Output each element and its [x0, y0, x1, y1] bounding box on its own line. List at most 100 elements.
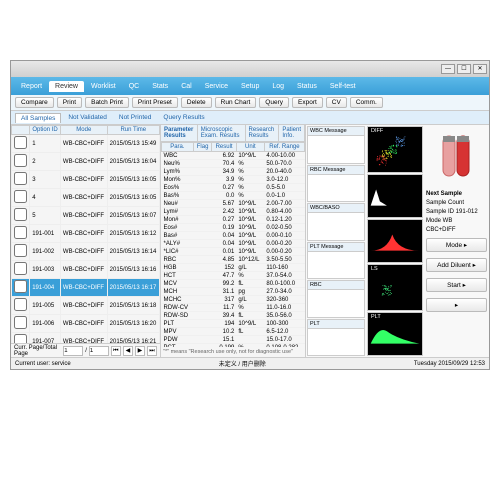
- pager-first[interactable]: ⏮: [111, 346, 121, 356]
- table-row[interactable]: 191-005WB-CBC+DIFF2015/05/13 16:18: [12, 297, 160, 315]
- param-row: RDW-SD39.4fL35.0-56.0: [162, 312, 305, 320]
- table-row[interactable]: 191-006WB-CBC+DIFF2015/05/13 16:20: [12, 315, 160, 333]
- tab-service[interactable]: Service: [199, 81, 234, 92]
- tab-stats[interactable]: Stats: [146, 81, 174, 92]
- min-button[interactable]: —: [441, 64, 455, 74]
- add-diluent-button[interactable]: Add Diluent ▸: [426, 258, 487, 272]
- filter-tabs: All SamplesNot ValidatedNot PrintedQuery…: [11, 111, 489, 125]
- extra-button[interactable]: ▸: [426, 298, 487, 312]
- pager-prev[interactable]: ◀: [123, 346, 133, 356]
- toolbar-query[interactable]: Query: [259, 97, 289, 108]
- param-row: HCT47.7%37.0-54.0: [162, 272, 305, 280]
- row-checkbox[interactable]: [14, 154, 27, 167]
- toolbar-compare[interactable]: Compare: [15, 97, 54, 108]
- research-note: "*" means "Research use only, not for di…: [161, 347, 305, 357]
- status-time: Tuesday 2015/09/29 12:53: [414, 361, 485, 367]
- pager-total[interactable]: [89, 346, 109, 356]
- row-checkbox[interactable]: [14, 244, 27, 257]
- param-row: Bas%0.0%0.0-1.0: [162, 192, 305, 200]
- row-checkbox[interactable]: [14, 208, 27, 221]
- wbc-message-box: WBC Message: [307, 126, 365, 164]
- toolbar-export[interactable]: Export: [292, 97, 323, 108]
- start-button[interactable]: Start ▸: [426, 278, 487, 292]
- row-checkbox[interactable]: [14, 190, 27, 203]
- table-row[interactable]: 191-003WB-CBC+DIFF2015/05/13 16:16: [12, 261, 160, 279]
- param-row: PLT19410^9/L100-300: [162, 320, 305, 328]
- param-section-tabs: Parameter ResultsMicroscopic Exam. Resul…: [161, 125, 305, 142]
- ls-chart: LS: [367, 264, 423, 311]
- toolbar-run-chart[interactable]: Run Chart: [215, 97, 257, 108]
- row-checkbox[interactable]: [14, 262, 27, 275]
- status-mid: 未定义 / 用户删除: [219, 359, 266, 368]
- rbc-chart: RBC: [367, 219, 423, 263]
- toolbar-batch-print[interactable]: Batch Print: [85, 97, 129, 108]
- row-checkbox[interactable]: [14, 172, 27, 185]
- table-row[interactable]: 191-007WB-CBC+DIFF2015/05/13 16:21: [12, 333, 160, 344]
- table-row[interactable]: 191-004WB-CBC+DIFF2015/05/13 16:17: [12, 279, 160, 297]
- param-table[interactable]: Para.FlagResultUnitRef. RangeWBC6.9210^9…: [161, 142, 305, 347]
- param-tab[interactable]: Microscopic Exam. Results: [198, 125, 246, 141]
- max-button[interactable]: ☐: [457, 64, 471, 74]
- sample-grid[interactable]: Option IDModeRun Time1WB-CBC+DIFF2015/05…: [11, 125, 160, 343]
- tube-icon: [426, 127, 487, 187]
- tab-self-test[interactable]: Self-test: [324, 81, 362, 92]
- param-row: Bas#0.0410^9/L0.00-0.10: [162, 232, 305, 240]
- pager-last[interactable]: ⏭: [147, 346, 157, 356]
- subtab-query-results[interactable]: Query Results: [158, 113, 209, 122]
- table-row[interactable]: 2WB-CBC+DIFF2015/05/13 16:04: [12, 153, 160, 171]
- app-window: — ☐ ✕ ReportReviewWorklistQCStatsCalServ…: [10, 60, 490, 370]
- row-checkbox[interactable]: [14, 280, 27, 293]
- mode-button[interactable]: Mode ▸: [426, 238, 487, 252]
- param-tab[interactable]: Research Results: [246, 125, 280, 141]
- table-row[interactable]: 5WB-CBC+DIFF2015/05/13 16:07: [12, 207, 160, 225]
- parameter-panel: Parameter ResultsMicroscopic Exam. Resul…: [161, 125, 306, 357]
- pager-label: Curr. Page/Total Page: [14, 345, 61, 357]
- pager-current[interactable]: [63, 346, 83, 356]
- param-row: *ALY#0.0410^9/L0.00-0.20: [162, 240, 305, 248]
- table-row[interactable]: 3WB-CBC+DIFF2015/05/13 16:05: [12, 171, 160, 189]
- param-row: MCHC317g/L320-360: [162, 296, 305, 304]
- param-row: Mon#0.2710^9/L0.12-1.20: [162, 216, 305, 224]
- titlebar: — ☐ ✕: [11, 61, 489, 77]
- subtab-all-samples[interactable]: All Samples: [15, 113, 61, 123]
- row-checkbox[interactable]: [14, 334, 27, 343]
- row-checkbox[interactable]: [14, 298, 27, 311]
- tab-worklist[interactable]: Worklist: [85, 81, 122, 92]
- toolbar-cv[interactable]: CV: [326, 97, 347, 108]
- tab-report[interactable]: Report: [15, 81, 48, 92]
- tab-qc[interactable]: QC: [123, 81, 146, 92]
- tab-cal[interactable]: Cal: [175, 81, 198, 92]
- table-row[interactable]: 1WB-CBC+DIFF2015/05/13 15:49: [12, 135, 160, 153]
- message-column: WBC Message RBC Message WBC/BASO PLT Mes…: [306, 125, 366, 357]
- tab-status[interactable]: Status: [291, 81, 323, 92]
- toolbar-print[interactable]: Print: [57, 97, 82, 108]
- subtab-not-printed[interactable]: Not Printed: [114, 113, 157, 122]
- table-row[interactable]: 191-001WB-CBC+DIFF2015/05/13 16:12: [12, 225, 160, 243]
- toolbar-print-preset[interactable]: Print Preset: [132, 97, 178, 108]
- row-checkbox[interactable]: [14, 136, 27, 149]
- toolbar-comm-[interactable]: Comm.: [350, 97, 383, 108]
- param-row: RDW-CV11.7%11.0-16.0: [162, 304, 305, 312]
- table-row[interactable]: 191-002WB-CBC+DIFF2015/05/13 16:14: [12, 243, 160, 261]
- plt-chart: PLT: [367, 312, 423, 356]
- tab-log[interactable]: Log: [266, 81, 290, 92]
- tab-setup[interactable]: Setup: [235, 81, 265, 92]
- param-row: HGB152g/L110-160: [162, 264, 305, 272]
- info-column: Next Sample Sample Count Sample ID 191-0…: [424, 125, 489, 357]
- sample-list-panel: Option IDModeRun Time1WB-CBC+DIFF2015/05…: [11, 125, 161, 357]
- main-tabs: ReportReviewWorklistQCStatsCalServiceSet…: [11, 77, 489, 95]
- pager-next[interactable]: ▶: [135, 346, 145, 356]
- param-row: MPV10.2fL6.5-12.0: [162, 328, 305, 336]
- close-button[interactable]: ✕: [473, 64, 487, 74]
- param-tab[interactable]: Parameter Results: [161, 125, 198, 141]
- row-checkbox[interactable]: [14, 316, 27, 329]
- toolbar-delete[interactable]: Delete: [181, 97, 212, 108]
- subtab-not-validated[interactable]: Not Validated: [63, 113, 112, 122]
- param-row: Lym#2.4210^9/L0.80-4.00: [162, 208, 305, 216]
- param-tab[interactable]: Patient Info.: [279, 125, 305, 141]
- tab-review[interactable]: Review: [49, 81, 84, 92]
- pager-sep: /: [85, 348, 87, 354]
- table-row[interactable]: 4WB-CBC+DIFF2015/05/13 16:05: [12, 189, 160, 207]
- param-row: Eos#0.1910^9/L0.02-0.50: [162, 224, 305, 232]
- row-checkbox[interactable]: [14, 226, 27, 239]
